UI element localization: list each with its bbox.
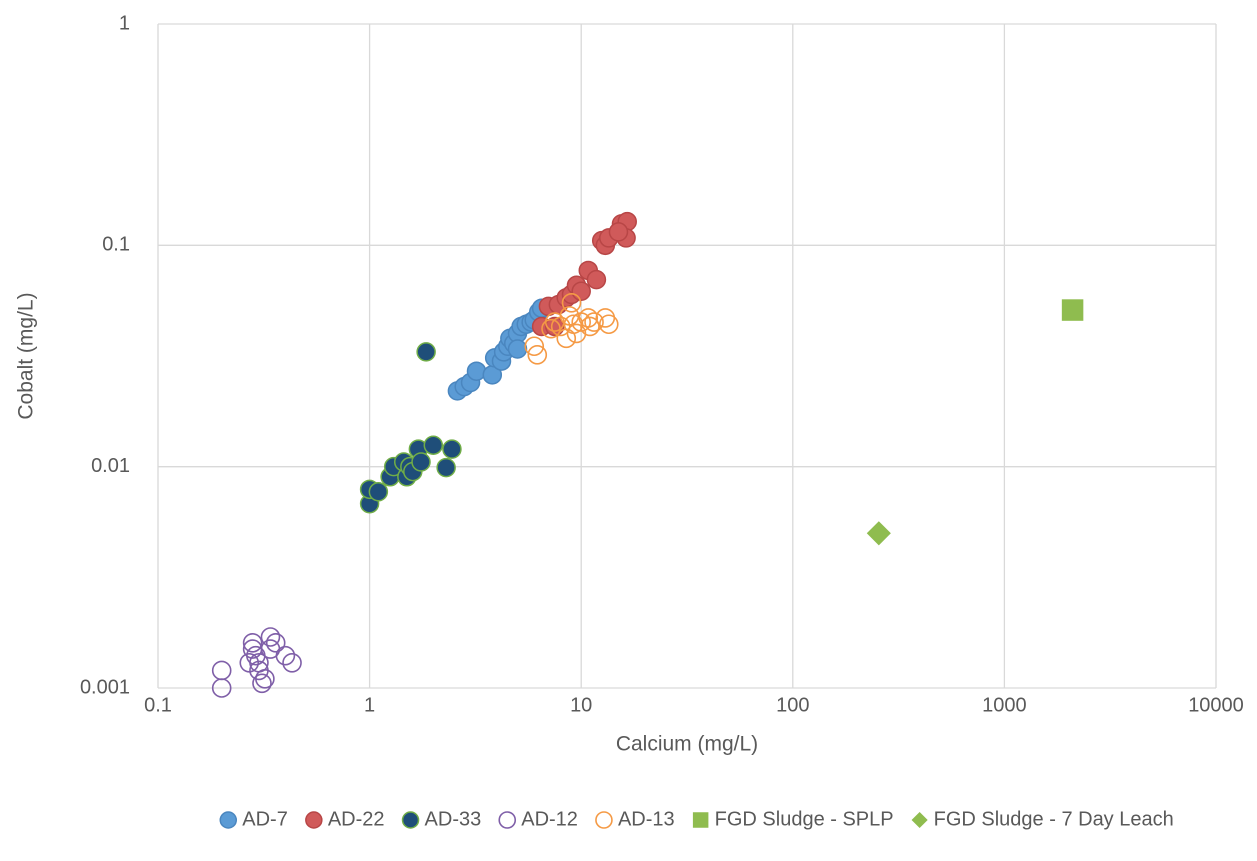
data-point bbox=[598, 314, 619, 335]
data-point bbox=[242, 633, 263, 653]
data-point bbox=[423, 435, 444, 455]
data-point bbox=[436, 457, 456, 478]
x-tick-label: 1 bbox=[364, 694, 375, 716]
y-tick-label: 0.01 bbox=[91, 455, 130, 477]
legend-label: AD-22 bbox=[328, 808, 385, 830]
x-tick-label: 0.1 bbox=[144, 694, 172, 716]
data-point bbox=[527, 345, 548, 365]
legend-label: AD-13 bbox=[618, 808, 675, 830]
x-tick-label: 10 bbox=[570, 694, 592, 716]
data-point bbox=[1061, 299, 1084, 321]
data-point bbox=[275, 645, 296, 666]
legend-label: AD-33 bbox=[425, 808, 482, 830]
data-point bbox=[608, 222, 629, 242]
legend-marker bbox=[401, 811, 420, 829]
data-point bbox=[578, 308, 599, 328]
data-point bbox=[282, 652, 302, 673]
data-point bbox=[571, 281, 591, 302]
data-point bbox=[561, 292, 582, 313]
x-tick-label: 1000 bbox=[982, 694, 1027, 716]
legend-label: AD-7 bbox=[242, 808, 288, 830]
data-point bbox=[586, 269, 607, 290]
legend-marker bbox=[692, 812, 709, 828]
y-tick-label: 1 bbox=[119, 12, 130, 34]
data-point bbox=[368, 482, 389, 502]
data-point bbox=[524, 336, 545, 357]
data-point bbox=[211, 660, 232, 681]
y-tick-label: 0.001 bbox=[80, 676, 130, 698]
legend-label: FGD Sludge - SPLP bbox=[715, 808, 894, 830]
x-tick-label: 100 bbox=[776, 694, 809, 716]
data-point bbox=[442, 439, 462, 459]
x-tick-label: 10000 bbox=[1188, 694, 1244, 716]
data-point bbox=[584, 312, 604, 332]
data-point bbox=[556, 328, 577, 349]
data-point bbox=[466, 361, 487, 381]
data-point bbox=[411, 452, 431, 472]
data-point bbox=[507, 339, 528, 359]
legend-marker bbox=[498, 811, 517, 829]
legend-marker bbox=[911, 811, 928, 829]
x-axis-title: Calcium (mg/L) bbox=[616, 733, 758, 756]
data-point bbox=[416, 342, 436, 362]
data-point bbox=[265, 633, 286, 653]
data-point bbox=[252, 673, 272, 694]
legend-marker bbox=[219, 811, 238, 829]
y-axis-title: Cobalt (mg/L) bbox=[15, 292, 38, 419]
data-point bbox=[866, 521, 891, 546]
legend-label: AD-12 bbox=[521, 808, 578, 830]
legend-marker bbox=[595, 811, 613, 829]
data-point bbox=[580, 316, 600, 337]
y-tick-label: 0.1 bbox=[102, 234, 130, 256]
legend-marker bbox=[305, 811, 323, 829]
data-point bbox=[255, 669, 275, 689]
data-point bbox=[260, 627, 281, 647]
legend-label: FGD Sludge - 7 Day Leach bbox=[934, 808, 1174, 830]
